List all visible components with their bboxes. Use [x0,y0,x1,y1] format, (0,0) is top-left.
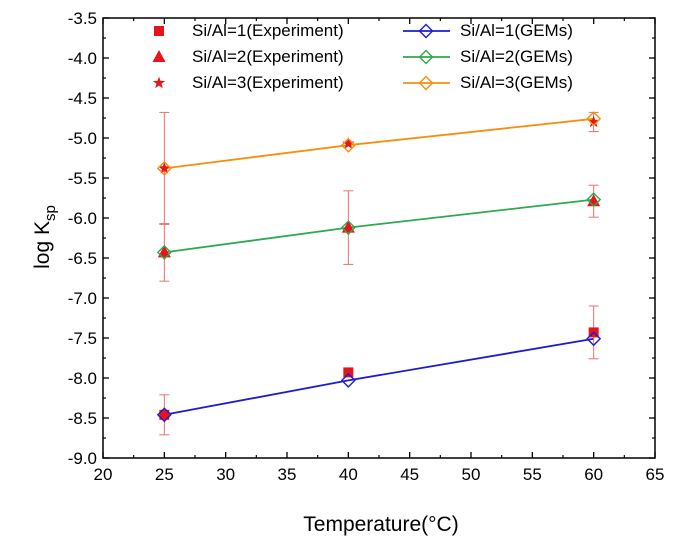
gems-point-3 [586,111,602,127]
legend-gems-label: Si/Al=3(GEMs) [460,73,573,92]
x-axis: 20 25 30 35 40 45 50 55 60 65 [94,18,665,484]
gems-line-1 [164,337,594,416]
y-tick-label: -4.5 [68,89,97,108]
y-axis-title: log Ksp [31,205,59,269]
y-tick-label: -5.0 [68,129,97,148]
y-tick-label: -7.0 [68,289,97,308]
y-tick-label: -7.5 [68,329,97,348]
legend-gems-label: Si/Al=2(GEMs) [460,47,573,66]
y-axis: -3.5 -4.0 -4.5 -5.0 -5.5 -6.0 -6.5 -7.0 -7.5 -8.0… [68,9,655,468]
gems-point-2 [340,220,356,236]
y-tick-label: -6.0 [68,209,97,228]
exp-point-star [342,137,355,149]
gems-line-3 [164,117,594,170]
x-tick-label: 35 [278,465,297,484]
y-tick-label: -8.0 [68,369,97,388]
legend-gems-marker [418,75,434,91]
gems-point-2 [586,192,602,208]
x-axis-title: Temperature(°C) [303,513,458,536]
exp-point-triangle [157,245,171,258]
y-tick-label: -9.0 [68,449,97,468]
gems-line-2 [164,198,594,254]
y-axis-title-sub: sp [42,205,59,221]
gems-point-1 [156,407,172,423]
y-tick-label: -4.0 [68,49,97,68]
exp-point-triangle [341,220,355,233]
legend-gems-marker [418,23,434,39]
gems-lines [164,117,594,416]
gems-point-2 [156,244,172,260]
legend: Si/Al=1(Experiment) Si/Al=2(Experiment) Si… [152,21,573,92]
exp-point-square [159,409,170,420]
gems-point-3 [156,160,172,176]
legend-exp-marker [152,76,166,89]
exp-point-star [587,115,600,128]
x-tick-label: 40 [339,465,358,484]
y-tick-label: -6.5 [68,249,97,268]
x-tick-label: 30 [216,465,235,484]
legend-exp-marker [154,26,164,36]
gems-markers [156,111,602,423]
exp-point-square [343,367,354,378]
exp-point-star [158,161,171,174]
x-tick-label: 50 [462,465,481,484]
gems-point-1 [586,331,602,347]
x-tick-label: 65 [646,465,665,484]
y-tick-label: -3.5 [68,9,97,28]
legend-exp-marker [152,50,166,62]
x-tick-label: 25 [155,465,174,484]
gems-point-1 [340,372,356,388]
y-tick-label: -5.5 [68,169,97,188]
legend-exp-label: Si/Al=1(Experiment) [192,21,344,40]
legend-gems-label: Si/Al=1(GEMs) [460,21,573,40]
legend-exp-label: Si/Al=2(Experiment) [192,47,344,66]
x-tick-label: 55 [523,465,542,484]
x-tick-label: 20 [94,465,113,484]
legend-exp-label: Si/Al=3(Experiment) [192,73,344,92]
x-tick-label: 45 [400,465,419,484]
y-tick-label: -8.5 [68,409,97,428]
legend-gems-marker [418,49,434,65]
x-tick-label: 60 [584,465,603,484]
y-axis-title-main: log K [31,221,54,269]
gems-point-3 [340,137,356,153]
